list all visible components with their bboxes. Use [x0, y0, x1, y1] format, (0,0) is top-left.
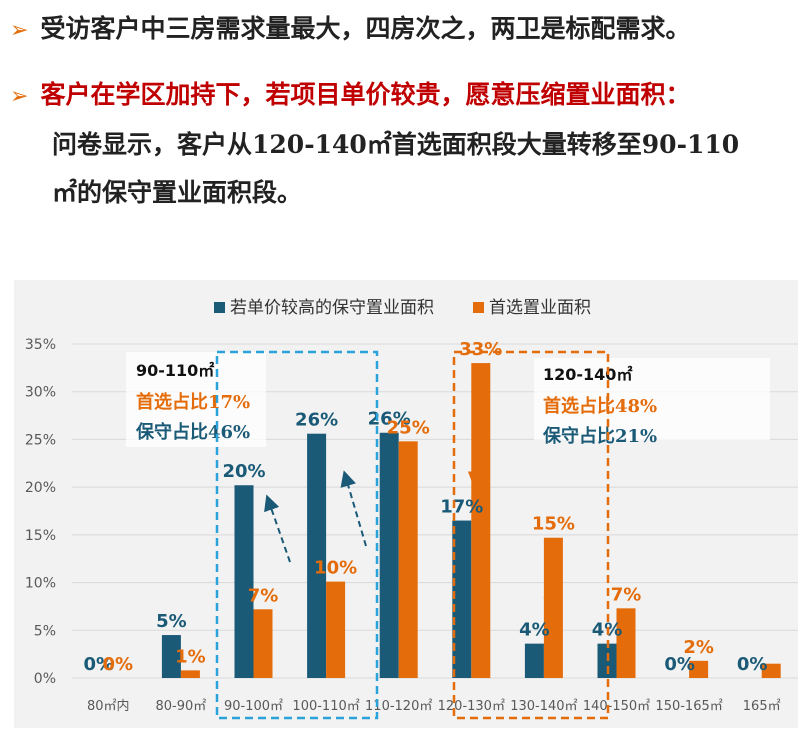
bar-preferred	[689, 660, 709, 678]
chart-area: 0% 5% 10% 15% 20% 25% 30% 35% 80㎡内 80-90㎡ 90-100㎡…	[14, 280, 798, 728]
data-label-preferred: 25%	[387, 417, 430, 438]
bullet-text-3c: 首选面积段大量转移至	[391, 130, 642, 159]
legend-label-preferred: 首选置业面积	[489, 298, 591, 318]
bar-conservative	[307, 433, 327, 678]
shift-arrow-orange-1	[467, 371, 487, 488]
y-tick-label: 10%	[25, 576, 56, 592]
data-label-preferred: 7%	[248, 585, 279, 606]
data-label-conservative: 20%	[222, 461, 265, 482]
bar-conservative	[234, 485, 254, 678]
bar-chart: 0% 5% 10% 15% 20% 25% 30% 35% 80㎡内 80-90㎡ 90-100㎡…	[25, 298, 798, 720]
data-label-conservative: 17%	[440, 497, 483, 518]
bullet-text-2: 客户在学区加持下，若项目单价较贵，愿意压缩置业面积：	[40, 80, 691, 109]
data-label-conservative: 5%	[156, 611, 187, 632]
bullet-text-3d: 90-110	[641, 130, 740, 159]
bar-preferred	[180, 670, 200, 678]
x-tick-label: 80-90㎡	[156, 699, 207, 714]
y-tick-label: 15%	[25, 528, 56, 544]
bullet-text-1: 受访客户中三房需求量最大，四房次之，两卫是标配需求。	[40, 14, 691, 43]
left-annotation-conservative-label: 保守占比	[135, 421, 208, 443]
bullet-line-2: ➢ 客户在学区加持下，若项目单价较贵，愿意压缩置业面积：	[10, 82, 690, 108]
y-tick-label: 0%	[34, 671, 56, 687]
bullet-text-4b: 的保守置业面积段。	[77, 178, 303, 207]
bars	[161, 363, 781, 678]
legend: 若单价较高的保守置业面积 首选置业面积	[214, 298, 591, 318]
x-tick-label: 130-140㎡	[510, 699, 577, 714]
x-tick-label: 120-130㎡	[438, 699, 505, 714]
data-label-preferred: 2%	[683, 637, 714, 658]
bullet-line-1: ➢ 受访客户中三房需求量最大，四房次之，两卫是标配需求。	[10, 16, 690, 42]
data-label-conservative: 26%	[368, 409, 411, 430]
data-label-conservative: 0%	[737, 654, 768, 675]
bullet-text-3a: 问卷显示，客户从	[52, 130, 253, 159]
right-annotation-conservative: 保守占比21%	[542, 425, 657, 447]
legend-label-conservative: 若单价较高的保守置业面积	[230, 298, 434, 318]
y-axis-ticks: 0% 5% 10% 15% 20% 25% 30% 35%	[25, 337, 56, 687]
right-annotation-preferred-value: 48%	[615, 396, 657, 417]
data-labels: 0%5%20%26% 26%17%4% 4%0% 0%0% 1%7%10%25%33%1…	[84, 339, 768, 675]
y-tick-label: 30%	[25, 385, 56, 401]
highlight-box-90-110	[215, 350, 379, 720]
data-label-preferred: 0%	[103, 654, 134, 675]
right-annotation-conservative-label: 保守占比	[542, 425, 615, 447]
bar-preferred	[471, 363, 491, 678]
left-annotation-range: 90-110㎡	[136, 361, 214, 380]
bullet-text-3b: 120-140㎡	[252, 130, 392, 159]
left-annotation-conservative: 保守占比46%	[135, 421, 250, 443]
bar-preferred	[543, 537, 563, 678]
data-label-preferred: 15%	[532, 514, 575, 535]
bar-conservative	[161, 635, 181, 678]
bar-preferred	[616, 608, 636, 678]
y-tick-label: 20%	[25, 480, 56, 496]
left-annotation-preferred: 首选占比17%	[136, 391, 250, 413]
x-tick-label: 165㎡	[743, 699, 781, 714]
legend-swatch-conservative	[214, 302, 225, 313]
arrow-bullet-icon: ➢	[10, 84, 29, 109]
data-label-preferred: 33%	[459, 339, 502, 360]
bar-preferred	[761, 663, 781, 678]
bullet-line-3: 问卷显示，客户从120-140㎡首选面积段大量转移至90-110	[52, 132, 739, 157]
x-axis-ticks: 80㎡内 80-90㎡ 90-100㎡ 100-110㎡ 110-120㎡ 120-130…	[87, 698, 781, 714]
left-annotation-conservative-value: 46%	[208, 422, 250, 443]
left-annotation-preferred-label: 首选占比	[136, 391, 208, 413]
x-tick-label: 110-120㎡	[365, 699, 432, 714]
data-label-conservative: 0%	[84, 654, 115, 675]
data-label-conservative: 26%	[295, 410, 338, 431]
data-label-conservative: 4%	[519, 620, 550, 641]
shift-arrow-blue-2	[340, 470, 367, 547]
bar-conservative	[452, 520, 472, 678]
bullet-text-4a: ㎡	[52, 178, 78, 207]
right-annotation-range: 120-140㎡	[543, 365, 632, 384]
y-tick-label: 5%	[34, 623, 56, 639]
y-tick-label: 25%	[25, 432, 56, 448]
shift-arrow-blue-1	[264, 494, 291, 563]
legend-swatch-preferred	[473, 302, 484, 313]
bar-conservative	[379, 432, 399, 678]
x-tick-label: 100-110㎡	[292, 699, 359, 714]
data-label-conservative: 0%	[664, 654, 695, 675]
data-label-preferred: 7%	[611, 584, 642, 605]
right-annotation-preferred-label: 首选占比	[543, 395, 615, 417]
bar-preferred	[253, 609, 273, 678]
right-annotation-bg	[534, 358, 770, 440]
left-annotation-preferred-value: 17%	[208, 392, 250, 413]
bar-conservative	[524, 643, 544, 678]
x-tick-label: 90-100㎡	[224, 699, 283, 714]
shift-arrow-orange-2	[543, 541, 560, 614]
right-annotation-conservative-value: 21%	[615, 426, 657, 447]
bar-preferred	[326, 581, 346, 678]
data-label-preferred: 1%	[175, 646, 206, 667]
data-label-preferred: 10%	[314, 558, 357, 579]
bullet-line-4: ㎡的保守置业面积段。	[52, 180, 302, 205]
right-annotation-preferred: 首选占比48%	[543, 395, 657, 417]
bar-preferred	[398, 441, 418, 678]
x-tick-label: 140-150㎡	[583, 699, 650, 714]
x-tick-label: 150-165㎡	[655, 699, 722, 714]
left-annotation-bg	[126, 352, 266, 447]
arrow-bullet-icon: ➢	[10, 18, 29, 43]
x-tick-label: 80㎡内	[87, 698, 130, 714]
y-tick-label: 35%	[25, 337, 56, 353]
